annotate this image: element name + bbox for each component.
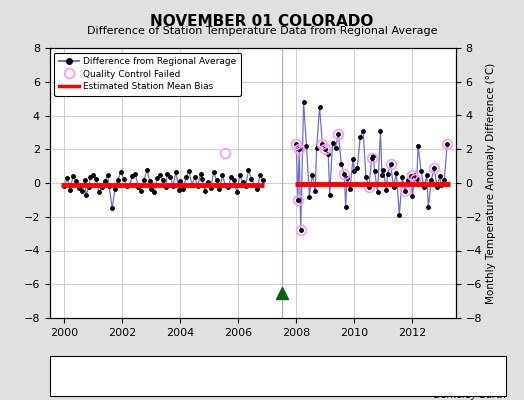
Y-axis label: Monthly Temperature Anomaly Difference (°C): Monthly Temperature Anomaly Difference (… (486, 62, 496, 304)
Text: Time of Obs. Change: Time of Obs. Change (283, 372, 377, 380)
Text: NOVEMBER 01 COLORADO: NOVEMBER 01 COLORADO (150, 14, 374, 29)
Text: Difference of Station Temperature Data from Regional Average: Difference of Station Temperature Data f… (87, 26, 437, 36)
Text: Berkeley Earth: Berkeley Earth (433, 390, 506, 400)
Text: ▼: ▼ (270, 371, 277, 381)
Text: Empirical Break: Empirical Break (419, 372, 490, 380)
Legend: Difference from Regional Average, Quality Control Failed, Estimated Station Mean: Difference from Regional Average, Qualit… (54, 52, 241, 96)
Text: ▲: ▲ (170, 371, 178, 381)
Text: ■: ■ (406, 371, 416, 381)
Text: ◆: ◆ (60, 371, 68, 381)
Text: Station Move: Station Move (73, 372, 133, 380)
Text: Record Gap: Record Gap (183, 372, 236, 380)
